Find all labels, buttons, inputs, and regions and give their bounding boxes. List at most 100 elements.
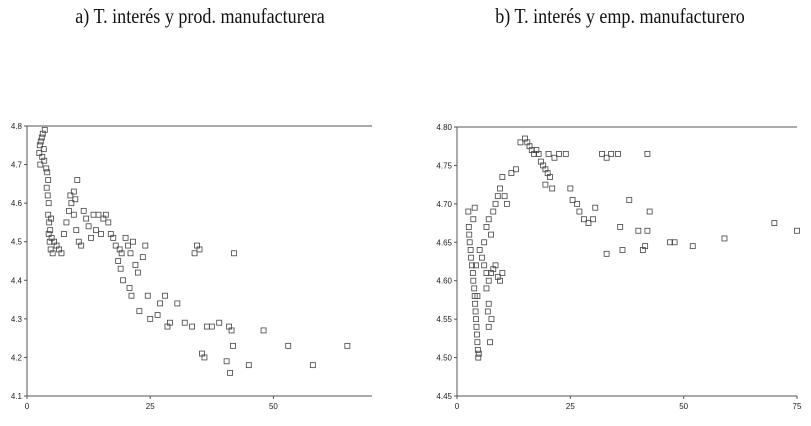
chart-b-point	[549, 185, 556, 192]
chart-b-point	[485, 300, 492, 307]
chart-b-point	[671, 239, 678, 246]
chart-a-point	[39, 153, 46, 160]
chart-a-point	[132, 261, 139, 268]
chart-a-point	[44, 169, 51, 176]
chart-b-point	[485, 277, 492, 284]
chart-b-point	[603, 250, 610, 257]
chart-a-y-tick-label: 4.2	[11, 353, 23, 362]
chart-a-point	[227, 369, 233, 376]
chart-a-point	[78, 242, 85, 249]
chart-b-point	[474, 346, 481, 353]
chart-b-y-tick-label: 4.65	[436, 238, 452, 247]
chart-a-point	[90, 211, 97, 218]
chart-a-point	[80, 207, 87, 214]
chart-a-point	[191, 250, 198, 257]
chart-a-point	[167, 319, 173, 326]
chart-b-point	[484, 308, 491, 315]
chart-b-point	[466, 231, 473, 238]
chart-b-point	[466, 239, 473, 246]
chart-a-x-tick-label: 50	[269, 402, 278, 411]
chart-b-point	[465, 224, 472, 230]
chart-b-point	[646, 208, 653, 215]
chart-b-point	[581, 216, 587, 223]
chart-b-point	[467, 247, 474, 253]
chart-a-point	[102, 211, 109, 218]
chart-a-point	[309, 362, 316, 369]
chart-a-point	[139, 254, 146, 261]
chart-b-point	[479, 254, 485, 261]
chart-a-y-tick-label: 4.6	[11, 199, 23, 208]
chart-a-point	[181, 319, 188, 326]
chart-a-point	[231, 250, 237, 257]
chart-b-point	[483, 285, 490, 292]
chart-b-point	[497, 277, 503, 284]
chart-a-point	[128, 292, 135, 299]
chart-a-point	[154, 312, 161, 318]
chart-b-point	[590, 216, 596, 223]
chart-a-point	[47, 246, 54, 253]
chart-a-point	[196, 246, 203, 253]
chart-a-y-tick-label: 4.8	[11, 122, 23, 131]
chart-a-point	[43, 165, 50, 172]
chart-a-point	[125, 242, 131, 249]
chart-b-point	[490, 208, 497, 215]
chart-a-point	[134, 269, 141, 276]
chart-b-y-tick-label: 4.50	[436, 354, 452, 363]
chart-b-point	[485, 216, 492, 223]
chart-a-point	[72, 196, 79, 203]
chart-a-point	[46, 219, 53, 226]
chart-a-point	[201, 354, 208, 361]
chart-a-point	[46, 238, 53, 245]
chart-b-point	[619, 247, 626, 253]
chart-b-point	[483, 224, 490, 230]
chart-a-point	[74, 177, 81, 183]
chart-b-y-tick-label: 4.80	[436, 123, 452, 132]
chart-a-point	[61, 231, 67, 237]
chart-b-point	[468, 254, 474, 261]
chart-b-x-tick-label: 50	[679, 402, 688, 411]
chart-a-y-tick-label: 4.4	[11, 276, 23, 285]
chart-a-point	[36, 150, 43, 156]
chart-a-point	[70, 211, 77, 218]
chart-a-point	[85, 223, 92, 230]
chart-b-point	[465, 208, 472, 215]
chart-b-point	[475, 350, 482, 357]
chart-b-point	[488, 231, 494, 238]
chart-b-y-tick-label: 4.60	[436, 277, 452, 286]
chart-a-point	[43, 184, 50, 191]
chart-a-point	[147, 315, 154, 322]
chart-a-point	[67, 192, 74, 199]
chart-a-point	[93, 227, 99, 234]
chart-b-point	[771, 220, 778, 226]
chart-a-point	[344, 342, 351, 349]
chart-b-point	[576, 208, 583, 215]
chart-b-point	[721, 235, 728, 242]
chart-a-point	[174, 300, 181, 307]
chart-a-point	[40, 146, 47, 153]
chart-a-point	[73, 227, 80, 234]
chart-b-point	[542, 181, 549, 188]
chart-a-point	[58, 250, 65, 257]
chart-b-point	[592, 204, 599, 211]
chart-a-y-tick-label: 4.5	[11, 238, 23, 247]
chart-a-point	[65, 207, 72, 214]
chart-b-point	[494, 193, 501, 200]
chart-a-point	[120, 277, 127, 284]
chart-b-y-tick-label: 4.75	[436, 161, 452, 170]
chart-b-point	[469, 262, 475, 269]
chart-a-x-tick-label: 25	[146, 402, 155, 411]
chart-b-point	[492, 200, 499, 207]
chart-b-point	[475, 354, 482, 361]
chart-b-point	[469, 270, 476, 276]
chart-a-point	[144, 292, 151, 299]
chart-a-point	[48, 215, 55, 222]
chart-b-point	[472, 300, 479, 307]
chart-a-point	[88, 234, 94, 241]
chart-a-x-tick-label: 0	[25, 402, 30, 411]
chart-a-point	[83, 215, 90, 222]
chart-b-point	[667, 239, 673, 246]
chart-b-point	[492, 262, 499, 269]
chart-b-point	[603, 154, 610, 161]
chart-b-y-tick-label: 4.70	[436, 200, 452, 209]
